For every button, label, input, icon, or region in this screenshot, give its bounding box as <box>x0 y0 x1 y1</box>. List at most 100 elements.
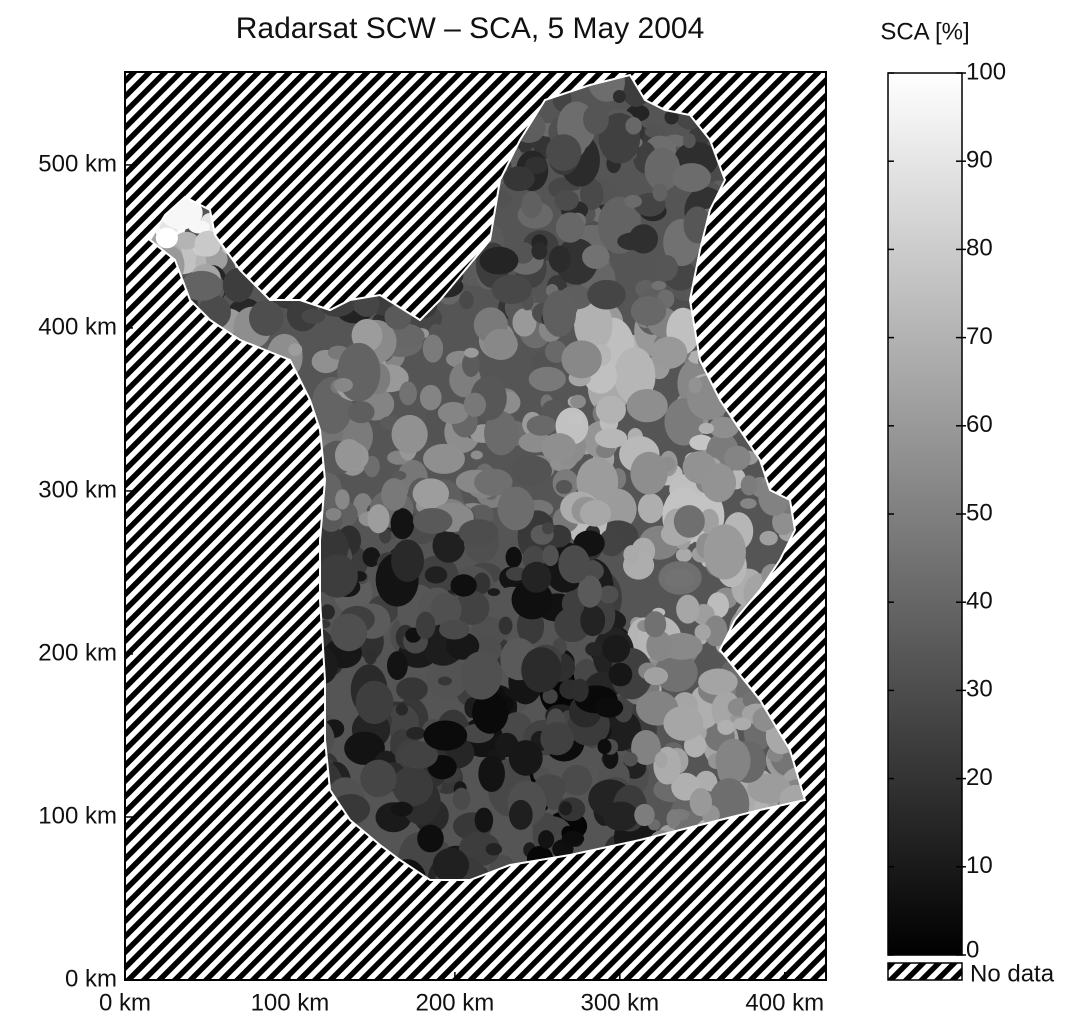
y-tick-label: 500 km <box>38 150 117 177</box>
land-patch <box>391 539 425 583</box>
land-patch <box>654 652 698 693</box>
land-patch <box>396 677 428 702</box>
land-patch <box>651 280 667 291</box>
land-patch <box>424 566 448 584</box>
x-tick-label: 0 km <box>99 989 151 1016</box>
land-patch <box>673 505 705 538</box>
land-patch <box>463 392 487 417</box>
land-patch <box>548 245 571 273</box>
colorbar-tick-label: 30 <box>966 676 993 703</box>
land-patch <box>555 212 585 243</box>
land-patch <box>608 662 633 687</box>
land-patch <box>508 740 543 776</box>
land-patch <box>699 508 719 535</box>
land-patch <box>664 568 696 588</box>
land-patch <box>585 642 603 657</box>
land-patch <box>541 522 555 535</box>
land-patch <box>542 545 559 567</box>
land-patch <box>301 308 326 324</box>
land-patch <box>181 270 223 301</box>
land-patch <box>524 156 548 175</box>
land-patch <box>740 498 757 509</box>
land-patch <box>474 468 513 496</box>
land-patch <box>598 585 619 604</box>
land-patch <box>395 703 409 716</box>
land-patch <box>528 366 566 392</box>
land-patch <box>423 443 465 474</box>
land-patch <box>526 415 557 436</box>
land-patch <box>663 705 704 741</box>
land-patch <box>694 623 711 641</box>
land-patch <box>747 773 791 804</box>
land-patch <box>561 340 602 379</box>
land-patch <box>637 493 664 524</box>
land-patch <box>542 290 577 337</box>
land-patch <box>188 220 211 234</box>
land-patch <box>355 680 394 725</box>
land-patch <box>570 394 586 409</box>
land-patch <box>644 611 667 638</box>
land-patch <box>479 246 519 275</box>
y-tick-label: 200 km <box>38 639 117 666</box>
land-patch <box>521 561 552 593</box>
land-patch <box>491 274 533 305</box>
land-patch <box>452 787 471 811</box>
land-patch <box>554 189 579 211</box>
land-patch <box>325 507 342 521</box>
land-patch <box>485 843 503 856</box>
colorbar <box>887 72 963 956</box>
land-patch <box>450 574 477 597</box>
land-patch <box>676 594 700 624</box>
land-patch <box>568 413 583 427</box>
land-patch <box>682 133 696 149</box>
land-patch <box>538 830 555 849</box>
land-patch <box>688 377 703 394</box>
land-patch <box>582 244 610 269</box>
no-data-swatch <box>887 962 963 981</box>
land-patch <box>594 697 624 718</box>
land-patch <box>643 667 669 686</box>
land-patch <box>432 528 465 563</box>
land-patch <box>612 90 626 103</box>
land-patch <box>459 290 474 310</box>
land-patch <box>666 809 681 829</box>
land-patch <box>484 411 519 456</box>
land-patch <box>717 719 735 735</box>
land-patch <box>540 722 575 756</box>
land-patch <box>740 475 758 496</box>
land-patch <box>288 343 303 357</box>
land-patch <box>412 478 450 509</box>
land-patch <box>583 103 609 135</box>
land-patch <box>460 651 503 700</box>
land-patch <box>561 830 585 847</box>
land-patch <box>597 739 612 755</box>
y-tick-label: 400 km <box>38 313 117 340</box>
land-patch <box>399 741 439 769</box>
land-patch <box>470 450 483 460</box>
land-patch <box>644 147 681 192</box>
no-data-label: No data <box>970 960 1055 987</box>
land-patch <box>363 455 380 478</box>
colorbar-title: SCA [%] <box>880 18 969 45</box>
land-patch <box>521 191 543 219</box>
land-patch <box>628 224 659 254</box>
colorbar-tick-label: 40 <box>966 588 993 615</box>
land-patch <box>650 336 688 369</box>
colorbar-tick-label: 100 <box>966 58 1006 85</box>
land-patch <box>652 183 668 202</box>
land-patch <box>360 759 397 798</box>
land-patch <box>432 847 470 880</box>
land-patch <box>478 755 505 793</box>
land-patch <box>587 279 626 310</box>
x-tick-label: 100 km <box>251 989 330 1016</box>
land-patch <box>422 334 444 363</box>
land-patch <box>437 401 469 424</box>
land-patch <box>334 438 364 472</box>
land-patch <box>594 428 628 449</box>
land-patch <box>509 799 533 830</box>
land-patch <box>580 178 604 211</box>
land-patch <box>511 455 553 487</box>
land-patch <box>602 634 631 663</box>
land-patch <box>625 117 642 135</box>
